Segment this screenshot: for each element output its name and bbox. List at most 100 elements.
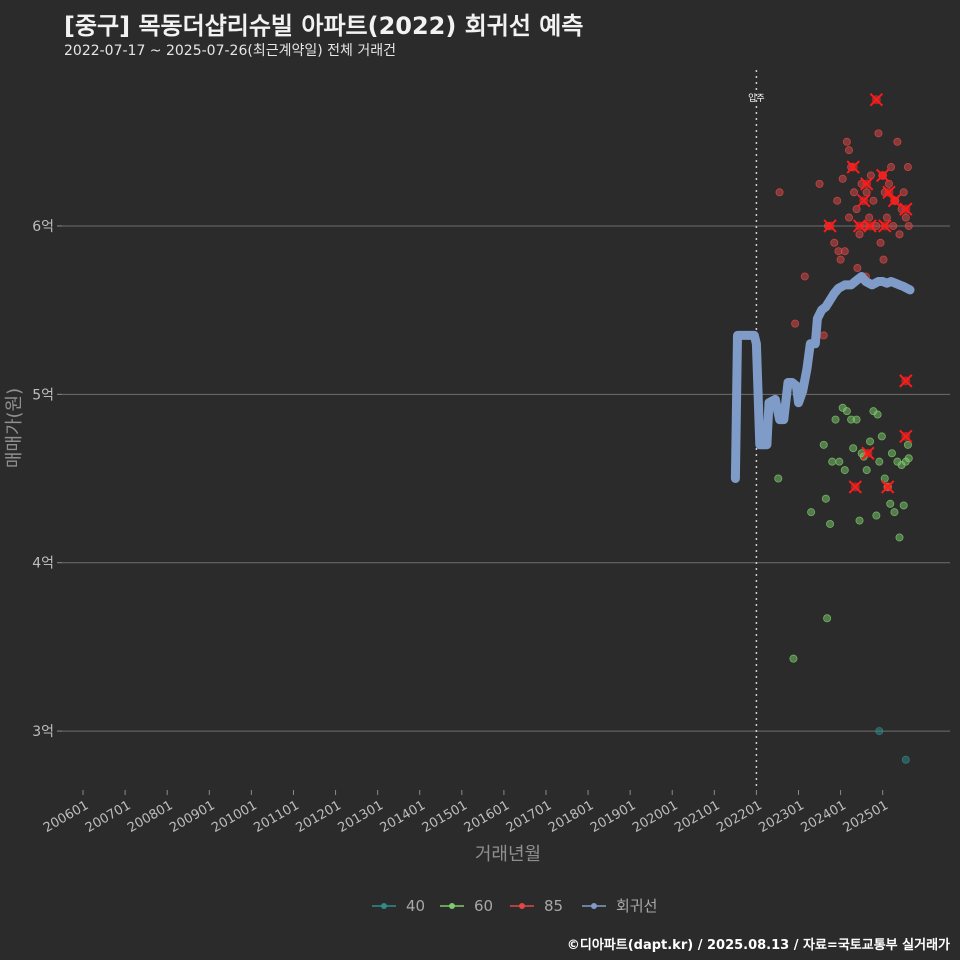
- data-point-85: [879, 255, 888, 264]
- data-point-85: [899, 188, 908, 197]
- x-tick-label: 202001: [630, 798, 680, 836]
- legend: 40 60 85 회귀선: [372, 897, 657, 915]
- highlight-cross: [861, 446, 875, 460]
- data-point-60: [886, 499, 895, 508]
- x-tick-label: 201001: [209, 798, 259, 836]
- data-point-85: [876, 238, 885, 247]
- highlight-cross: [882, 185, 896, 199]
- highlight-point: [875, 168, 890, 183]
- legend-label: 회귀선: [616, 897, 657, 915]
- regression-line: [730, 272, 915, 483]
- highlight-point: [848, 480, 863, 494]
- highlight-cross: [848, 480, 863, 494]
- x-tick-label: 201701: [504, 798, 554, 836]
- data-point-85: [901, 213, 910, 222]
- data-point-85: [815, 179, 824, 188]
- data-point-60: [774, 474, 783, 483]
- data-point-85: [862, 188, 871, 197]
- highlight-cross: [852, 219, 867, 233]
- legend-item-40: 40: [372, 897, 425, 915]
- x-tick-label: 201601: [462, 798, 512, 836]
- data-point-60: [849, 444, 858, 453]
- data-point-85: [869, 196, 878, 205]
- highlight-point: [863, 219, 877, 233]
- highlight-cross: [881, 480, 895, 494]
- y-tick-label: 3억: [32, 724, 54, 740]
- y-tick-label: 5억: [32, 387, 54, 403]
- y-axis-ticks: 3억 4억 5억 6억: [32, 219, 62, 740]
- data-point-60: [872, 511, 881, 520]
- highlight-cross: [899, 374, 913, 388]
- data-point-85: [866, 171, 875, 180]
- data-point-85: [791, 319, 800, 328]
- highlight-point: [882, 185, 896, 199]
- y-axis-label: 매매가(원): [4, 388, 25, 468]
- highlight-point: [852, 219, 867, 233]
- highlight-cross: [857, 193, 871, 208]
- data-point-60: [789, 654, 798, 663]
- data-point-85: [838, 174, 847, 183]
- data-point-85: [889, 221, 898, 230]
- x-tick-label: 201901: [588, 798, 638, 836]
- x-tick-label: 201101: [251, 798, 301, 836]
- regression-path: [730, 272, 915, 483]
- data-point-85: [842, 137, 851, 146]
- legend-item-회귀선: 회귀선: [582, 897, 657, 915]
- highlight-cross: [878, 219, 892, 233]
- legend-label: 85: [544, 897, 563, 915]
- highlight-cross: [863, 219, 877, 233]
- data-point-60: [862, 466, 871, 475]
- data-point-40: [875, 727, 884, 736]
- highlight-cross: [846, 160, 860, 174]
- data-point-85: [874, 129, 883, 138]
- data-point-85: [895, 230, 904, 239]
- data-point-60: [826, 519, 835, 528]
- chart-title: [중구] 목동더샵리슈빌 아파트(2022) 회귀선 예측: [64, 12, 584, 40]
- x-tick-label: 202301: [756, 798, 806, 836]
- legend-label: 60: [474, 897, 493, 915]
- highlight-point: [899, 429, 913, 444]
- highlight-point: [899, 202, 913, 216]
- highlight-cross: [887, 193, 902, 208]
- data-point-85: [884, 179, 893, 188]
- grid-lines: [62, 225, 950, 732]
- highlight-point: [881, 480, 895, 494]
- source-caption: ©디아파트(dapt.kr) / 2025.08.13 / 자료=국토교통부 실…: [566, 938, 950, 953]
- x-tick-label: 201201: [293, 798, 343, 836]
- y-tick-label: 4억: [32, 556, 54, 572]
- data-point-85: [840, 247, 849, 256]
- x-tick-label: 201301: [336, 798, 386, 836]
- x-tick-label: 200901: [167, 798, 217, 836]
- data-point-85: [903, 163, 912, 172]
- data-point-85: [775, 188, 784, 197]
- data-point-85: [800, 272, 809, 281]
- x-tick-label: 202101: [672, 798, 722, 836]
- y-tick-label: 6억: [32, 219, 54, 235]
- data-point-85: [893, 137, 902, 146]
- data-point-60: [821, 494, 830, 503]
- data-point-60: [899, 501, 908, 510]
- highlight-point: [869, 92, 884, 107]
- highlight-point: [846, 160, 860, 174]
- legend-marker: [449, 903, 455, 909]
- highlight-cross: [899, 429, 913, 444]
- data-point-60: [828, 457, 837, 466]
- data-point-60: [807, 508, 816, 517]
- data-point-60: [887, 449, 896, 458]
- highlight-point: [861, 446, 875, 460]
- highlight-cross: [869, 92, 884, 107]
- data-point-85: [904, 221, 913, 230]
- highlight-point: [878, 219, 892, 233]
- data-point-85: [830, 238, 839, 247]
- data-point-60: [895, 533, 904, 542]
- highlight-point: [859, 177, 874, 191]
- data-point-60: [877, 432, 886, 441]
- data-point-60: [831, 415, 840, 424]
- highlight-cross: [899, 202, 913, 216]
- x-tick-label: 202201: [714, 798, 764, 836]
- data-point-60: [835, 457, 844, 466]
- data-point-85: [833, 196, 842, 205]
- x-tick-label: 201501: [420, 798, 470, 836]
- data-point-85: [844, 213, 853, 222]
- highlight-points: [823, 92, 913, 494]
